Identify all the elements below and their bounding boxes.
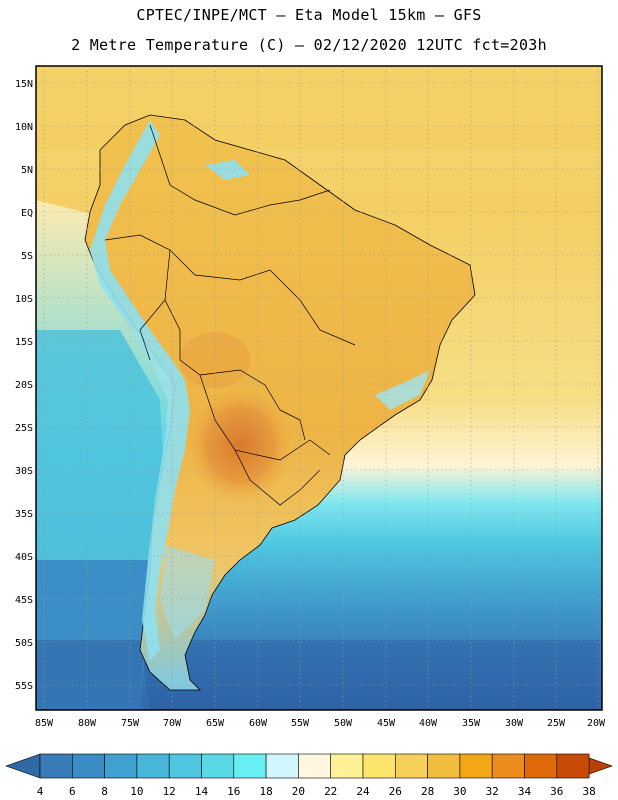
colorbar-label: 34 bbox=[518, 785, 532, 798]
colorbar-label: 36 bbox=[550, 785, 563, 798]
lon-label: 55W bbox=[291, 718, 310, 729]
colorbar-label: 32 bbox=[486, 785, 499, 798]
colorbar-swatch bbox=[330, 753, 364, 779]
map-title-line-2: 2 Metre Temperature (C) – 02/12/2020 12U… bbox=[71, 36, 547, 54]
colorbar-swatch bbox=[556, 753, 590, 779]
colorbar-swatch bbox=[201, 753, 235, 779]
colorbar-swatch bbox=[265, 753, 299, 779]
colorbar-swatch bbox=[233, 753, 267, 779]
lat-label: 20S bbox=[15, 380, 33, 391]
colorbar-label: 20 bbox=[292, 785, 305, 798]
temperature-field bbox=[36, 66, 602, 710]
lat-label: 5S bbox=[21, 251, 33, 262]
lat-label: 15S bbox=[15, 337, 33, 348]
country-borders bbox=[104, 124, 356, 506]
lon-label: 85W bbox=[35, 718, 54, 729]
lon-label: 45W bbox=[377, 718, 396, 729]
colorbar-swatch bbox=[39, 753, 73, 779]
colorbar-label: 12 bbox=[163, 785, 176, 798]
colorbar: 4 6 8 10 12 14 16 18 20 22 24 26 28 30 32 34 36 38 bbox=[5, 753, 613, 798]
lon-label: 20W bbox=[587, 718, 606, 729]
lon-label: 40W bbox=[419, 718, 438, 729]
colorbar-label: 14 bbox=[195, 785, 209, 798]
colorbar-label: 28 bbox=[421, 785, 434, 798]
map-frame bbox=[35, 65, 603, 711]
lat-label: 15N bbox=[15, 79, 33, 90]
colorbar-swatch bbox=[298, 753, 331, 779]
colorbar-swatch bbox=[427, 753, 461, 779]
lat-label: 50S bbox=[15, 638, 33, 649]
lat-label: 25S bbox=[15, 423, 33, 434]
lon-label: 60W bbox=[249, 718, 268, 729]
colorbar-label: 4 bbox=[37, 785, 44, 798]
colorbar-label: 30 bbox=[453, 785, 466, 798]
colorbar-swatch bbox=[136, 753, 170, 779]
lat-label: EQ bbox=[21, 208, 33, 219]
lon-label: 50W bbox=[334, 718, 353, 729]
latitude-axis: 15N 10N 5N EQ 5S 10S 15S 20S 25S 30S 35S… bbox=[15, 79, 33, 692]
lat-label: 5N bbox=[21, 165, 33, 176]
colorbar-label: 8 bbox=[101, 785, 108, 798]
colorbar-swatch bbox=[104, 753, 138, 779]
lat-label: 10N bbox=[15, 122, 33, 133]
lat-label: 55S bbox=[15, 681, 33, 692]
colorbar-label: 18 bbox=[259, 785, 272, 798]
lon-label: 35W bbox=[462, 718, 481, 729]
colorbar-low-end bbox=[5, 753, 41, 779]
colorbar-label: 22 bbox=[324, 785, 337, 798]
colorbar-label: 10 bbox=[130, 785, 143, 798]
heat-maximum bbox=[185, 385, 295, 505]
lon-label: 75W bbox=[121, 718, 140, 729]
colorbar-swatch bbox=[524, 753, 558, 779]
lat-label: 35S bbox=[15, 509, 33, 520]
longitude-axis: 85W 80W 75W 70W 65W 60W 55W 50W 45W 40W … bbox=[35, 718, 606, 729]
colorbar-label: 38 bbox=[582, 785, 595, 798]
lat-label: 30S bbox=[15, 466, 33, 477]
colorbar-label: 16 bbox=[227, 785, 240, 798]
map-title-line-1: CPTEC/INPE/MCT – Eta Model 15km – GFS bbox=[136, 6, 482, 24]
colorbar-swatch bbox=[491, 753, 525, 779]
colorbar-swatch bbox=[459, 753, 493, 779]
lat-label: 45S bbox=[15, 595, 33, 606]
colorbar-label: 26 bbox=[389, 785, 402, 798]
graticule bbox=[36, 66, 602, 710]
colorbar-label: 6 bbox=[69, 785, 76, 798]
lon-label: 80W bbox=[78, 718, 97, 729]
colorbar-swatch bbox=[394, 753, 428, 779]
colorbar-swatch bbox=[72, 753, 105, 779]
andes-cold-strip bbox=[90, 120, 190, 660]
colorbar-label: 24 bbox=[356, 785, 370, 798]
colorbar-swatch bbox=[362, 753, 396, 779]
lat-label: 40S bbox=[15, 552, 33, 563]
lat-label: 10S bbox=[15, 294, 33, 305]
lon-label: 30W bbox=[505, 718, 524, 729]
colorbar-swatch bbox=[168, 753, 202, 779]
lon-label: 65W bbox=[206, 718, 225, 729]
lon-label: 25W bbox=[547, 718, 566, 729]
lon-label: 70W bbox=[163, 718, 182, 729]
